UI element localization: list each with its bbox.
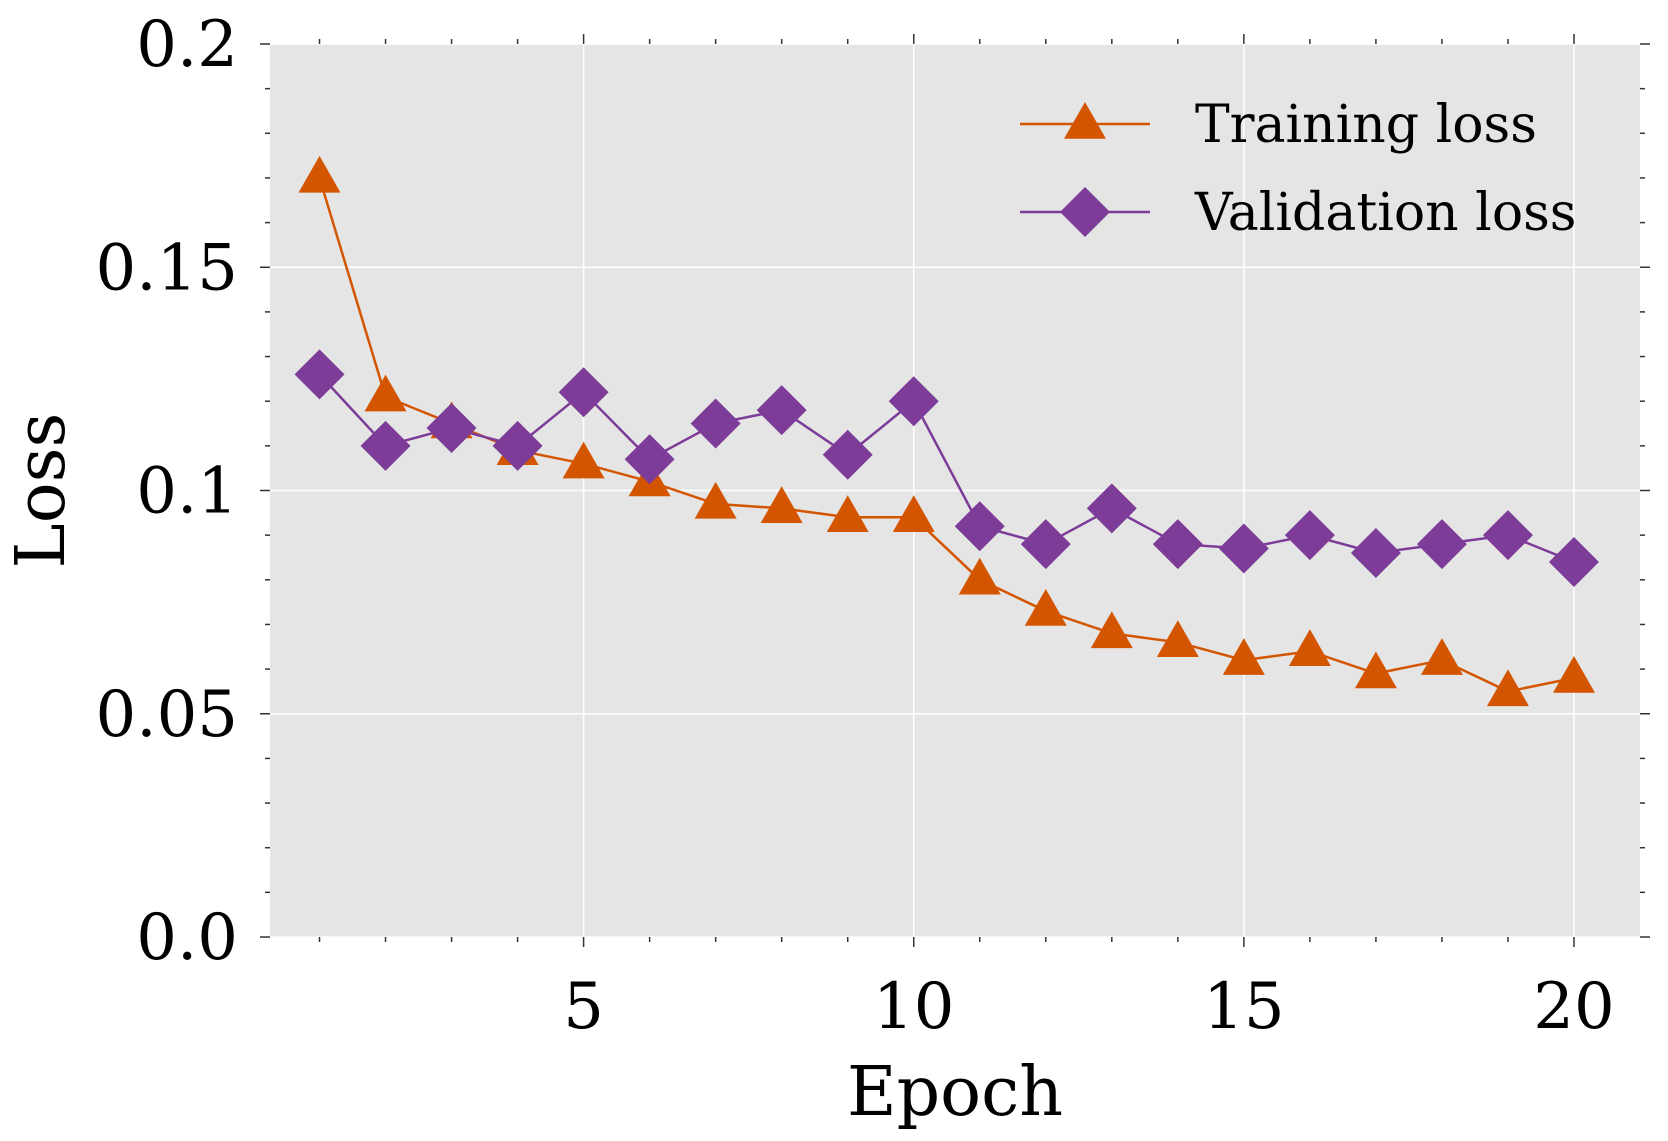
data-point: [360, 420, 411, 471]
data-point: [1486, 669, 1529, 707]
data-point: [1284, 510, 1335, 561]
legend-label: Training loss: [1195, 95, 1537, 155]
data-point: [558, 367, 609, 418]
data-point: [1218, 523, 1269, 574]
data-point: [958, 557, 1001, 595]
data-point: [892, 495, 935, 532]
data-point: [294, 349, 345, 400]
x-tick-label: 5: [563, 970, 604, 1044]
legend-marker: [1064, 101, 1106, 139]
data-point: [492, 420, 543, 471]
data-point: [826, 495, 869, 532]
y-tick-label: 0.1: [136, 455, 238, 529]
axis-ticks: [260, 34, 1650, 947]
data-point: [1288, 629, 1331, 666]
x-tick-labels: 5 10 15 20: [563, 970, 1614, 1044]
legend-item: Training loss: [1020, 95, 1537, 155]
legend: Training loss Validation loss: [1020, 95, 1577, 243]
x-tick-label: 20: [1533, 970, 1614, 1044]
data-point: [954, 501, 1005, 552]
y-tick-label: 0.2: [136, 8, 238, 82]
y-tick-labels: 0.0 0.05 0.1 0.15 0.2: [96, 8, 239, 975]
y-tick-label: 0.05: [96, 678, 239, 752]
data-point: [1152, 519, 1203, 570]
data-point: [1482, 510, 1533, 561]
data-point: [1354, 651, 1397, 689]
data-point: [298, 155, 341, 193]
data-point: [1416, 519, 1467, 570]
series-validation-loss: [294, 349, 1599, 587]
data-point: [1020, 519, 1071, 570]
data-point: [364, 374, 407, 412]
data-point: [756, 385, 807, 436]
data-point: [888, 376, 939, 427]
y-axis-label: Loss: [2, 413, 81, 569]
grid-lines: [270, 43, 1640, 938]
data-point: [1222, 638, 1265, 675]
legend-marker: [1060, 187, 1110, 237]
x-tick-label: 15: [1203, 970, 1284, 1044]
data-point: [1090, 611, 1133, 649]
data-point: [694, 481, 737, 519]
data-point: [1156, 620, 1199, 658]
data-point: [562, 441, 605, 479]
data-point: [624, 434, 675, 485]
data-point: [1552, 655, 1595, 693]
x-axis-label: Epoch: [847, 1053, 1063, 1132]
data-point: [1350, 528, 1401, 579]
legend-item: Validation loss: [1020, 183, 1577, 243]
series-layer: [294, 155, 1599, 707]
data-point: [1086, 483, 1137, 534]
x-tick-label: 10: [873, 970, 954, 1044]
data-point: [760, 486, 803, 524]
data-point: [1548, 536, 1599, 587]
data-point: [1420, 638, 1463, 675]
data-point: [426, 402, 477, 453]
y-tick-label: 0.0: [136, 901, 238, 975]
data-point: [690, 398, 741, 449]
data-point: [1024, 589, 1067, 626]
legend-label: Validation loss: [1194, 183, 1577, 243]
data-point: [822, 429, 873, 480]
y-tick-label: 0.15: [96, 231, 239, 305]
